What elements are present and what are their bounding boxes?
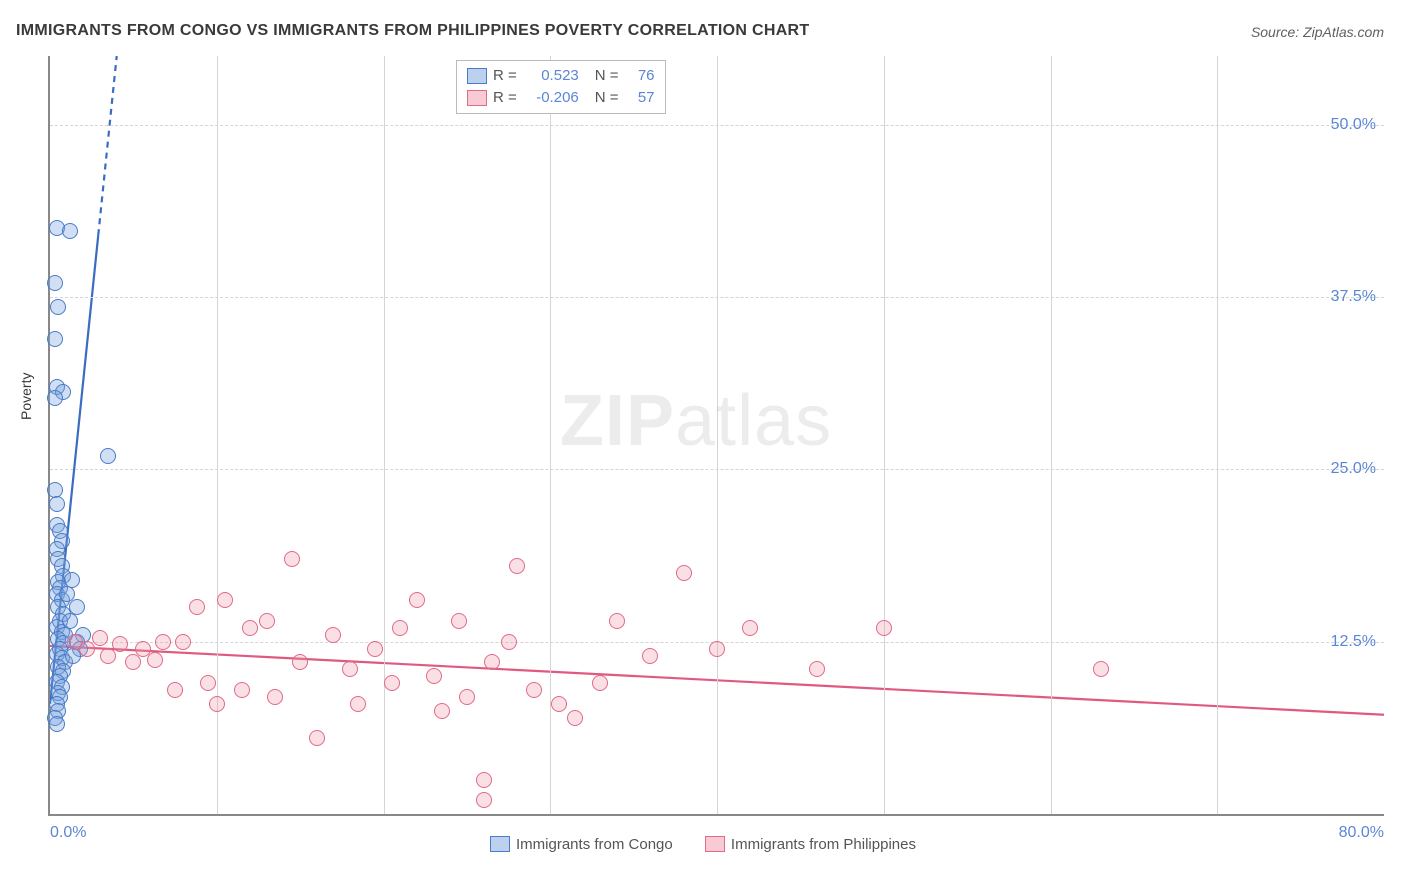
- point-philippines: [526, 682, 542, 698]
- swatch-blue: [467, 68, 487, 84]
- point-philippines: [367, 641, 383, 657]
- point-philippines: [284, 551, 300, 567]
- point-philippines: [147, 652, 163, 668]
- point-philippines: [426, 668, 442, 684]
- point-philippines: [876, 620, 892, 636]
- point-philippines: [200, 675, 216, 691]
- gridline-v: [884, 56, 885, 814]
- point-congo: [62, 613, 78, 629]
- chart-title: IMMIGRANTS FROM CONGO VS IMMIGRANTS FROM…: [16, 22, 810, 40]
- point-philippines: [259, 613, 275, 629]
- point-philippines: [342, 661, 358, 677]
- legend-row-philippines: R = -0.206 N = 57: [467, 87, 655, 109]
- gridline-v: [717, 56, 718, 814]
- y-axis-label: Poverty: [18, 373, 34, 420]
- point-philippines: [267, 689, 283, 705]
- point-philippines: [292, 654, 308, 670]
- y-tick-label: 25.0%: [1331, 460, 1376, 478]
- point-congo: [49, 496, 65, 512]
- point-congo: [64, 572, 80, 588]
- r-value: 0.523: [523, 65, 579, 87]
- point-philippines: [350, 696, 366, 712]
- r-label: R =: [493, 87, 517, 109]
- point-philippines: [609, 613, 625, 629]
- series-legend: Immigrants from Congo Immigrants from Ph…: [0, 836, 1406, 857]
- n-value: 76: [625, 65, 655, 87]
- point-philippines: [384, 675, 400, 691]
- point-philippines: [509, 558, 525, 574]
- r-value: -0.206: [523, 87, 579, 109]
- point-philippines: [325, 627, 341, 643]
- point-congo: [69, 599, 85, 615]
- y-tick-label: 12.5%: [1331, 633, 1376, 651]
- point-philippines: [125, 654, 141, 670]
- legend-row-congo: R = 0.523 N = 76: [467, 65, 655, 87]
- point-congo: [50, 299, 66, 315]
- point-philippines: [434, 703, 450, 719]
- n-value: 57: [625, 87, 655, 109]
- r-label: R =: [493, 65, 517, 87]
- swatch-blue: [490, 836, 510, 852]
- point-philippines: [409, 592, 425, 608]
- point-philippines: [676, 565, 692, 581]
- point-congo: [59, 586, 75, 602]
- gridline-v: [384, 56, 385, 814]
- legend-item-congo: Immigrants from Congo: [490, 836, 673, 853]
- point-philippines: [501, 634, 517, 650]
- point-philippines: [567, 710, 583, 726]
- point-congo: [47, 390, 63, 406]
- point-philippines: [484, 654, 500, 670]
- point-philippines: [592, 675, 608, 691]
- correlation-legend: R = 0.523 N = 76 R = -0.206 N = 57: [456, 60, 666, 114]
- point-philippines: [709, 641, 725, 657]
- point-congo: [100, 448, 116, 464]
- n-label: N =: [595, 87, 619, 109]
- point-philippines: [742, 620, 758, 636]
- point-philippines: [451, 613, 467, 629]
- point-philippines: [217, 592, 233, 608]
- point-philippines: [209, 696, 225, 712]
- point-congo: [47, 331, 63, 347]
- point-philippines: [459, 689, 475, 705]
- source-label: Source: ZipAtlas.com: [1251, 24, 1384, 40]
- swatch-pink: [467, 90, 487, 106]
- chart-plot-area: 12.5%25.0%37.5%50.0%0.0%80.0%: [48, 56, 1384, 816]
- legend-label: Immigrants from Congo: [516, 836, 673, 853]
- point-philippines: [476, 792, 492, 808]
- point-philippines: [92, 630, 108, 646]
- point-philippines: [551, 696, 567, 712]
- point-philippines: [1093, 661, 1109, 677]
- point-philippines: [309, 730, 325, 746]
- point-congo: [62, 223, 78, 239]
- y-tick-label: 37.5%: [1331, 288, 1376, 306]
- point-congo: [49, 716, 65, 732]
- swatch-pink: [705, 836, 725, 852]
- y-tick-label: 50.0%: [1331, 116, 1376, 134]
- point-philippines: [79, 641, 95, 657]
- point-philippines: [112, 636, 128, 652]
- gridline-v: [1051, 56, 1052, 814]
- point-philippines: [476, 772, 492, 788]
- point-philippines: [234, 682, 250, 698]
- point-philippines: [189, 599, 205, 615]
- point-congo: [47, 275, 63, 291]
- point-philippines: [392, 620, 408, 636]
- point-philippines: [155, 634, 171, 650]
- point-philippines: [175, 634, 191, 650]
- point-philippines: [242, 620, 258, 636]
- point-philippines: [642, 648, 658, 664]
- point-philippines: [167, 682, 183, 698]
- point-philippines: [809, 661, 825, 677]
- n-label: N =: [595, 65, 619, 87]
- legend-item-philippines: Immigrants from Philippines: [705, 836, 916, 853]
- gridline-v: [1217, 56, 1218, 814]
- legend-label: Immigrants from Philippines: [731, 836, 916, 853]
